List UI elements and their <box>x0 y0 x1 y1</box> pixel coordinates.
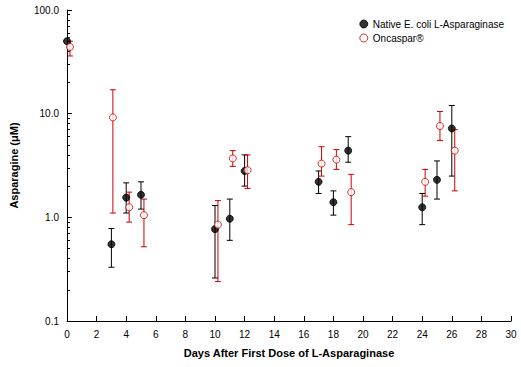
svg-text:Oncaspar®: Oncaspar® <box>373 33 424 44</box>
svg-text:1.0: 1.0 <box>45 212 59 223</box>
svg-text:0: 0 <box>64 329 70 340</box>
svg-text:6: 6 <box>153 329 159 340</box>
svg-text:100.0: 100.0 <box>34 5 59 16</box>
svg-text:4: 4 <box>123 329 129 340</box>
svg-text:2: 2 <box>94 329 100 340</box>
svg-text:10.0: 10.0 <box>40 108 60 119</box>
svg-text:18: 18 <box>328 329 340 340</box>
svg-text:Native E. coli L-Asparaginase: Native E. coli L-Asparaginase <box>373 19 505 30</box>
svg-text:16: 16 <box>298 329 310 340</box>
svg-text:12: 12 <box>239 329 251 340</box>
svg-text:22: 22 <box>387 329 399 340</box>
svg-text:Asparagine (μM): Asparagine (μM) <box>8 122 20 209</box>
svg-text:24: 24 <box>417 329 429 340</box>
svg-text:20: 20 <box>357 329 369 340</box>
svg-text:14: 14 <box>269 329 281 340</box>
svg-text:Days After First Dose of L-Asp: Days After First Dose of L-Asparaginase <box>184 347 394 359</box>
svg-text:28: 28 <box>476 329 488 340</box>
svg-text:8: 8 <box>183 329 189 340</box>
svg-text:30: 30 <box>505 329 517 340</box>
svg-text:26: 26 <box>446 329 458 340</box>
svg-text:10: 10 <box>209 329 221 340</box>
svg-text:0.1: 0.1 <box>45 316 59 327</box>
